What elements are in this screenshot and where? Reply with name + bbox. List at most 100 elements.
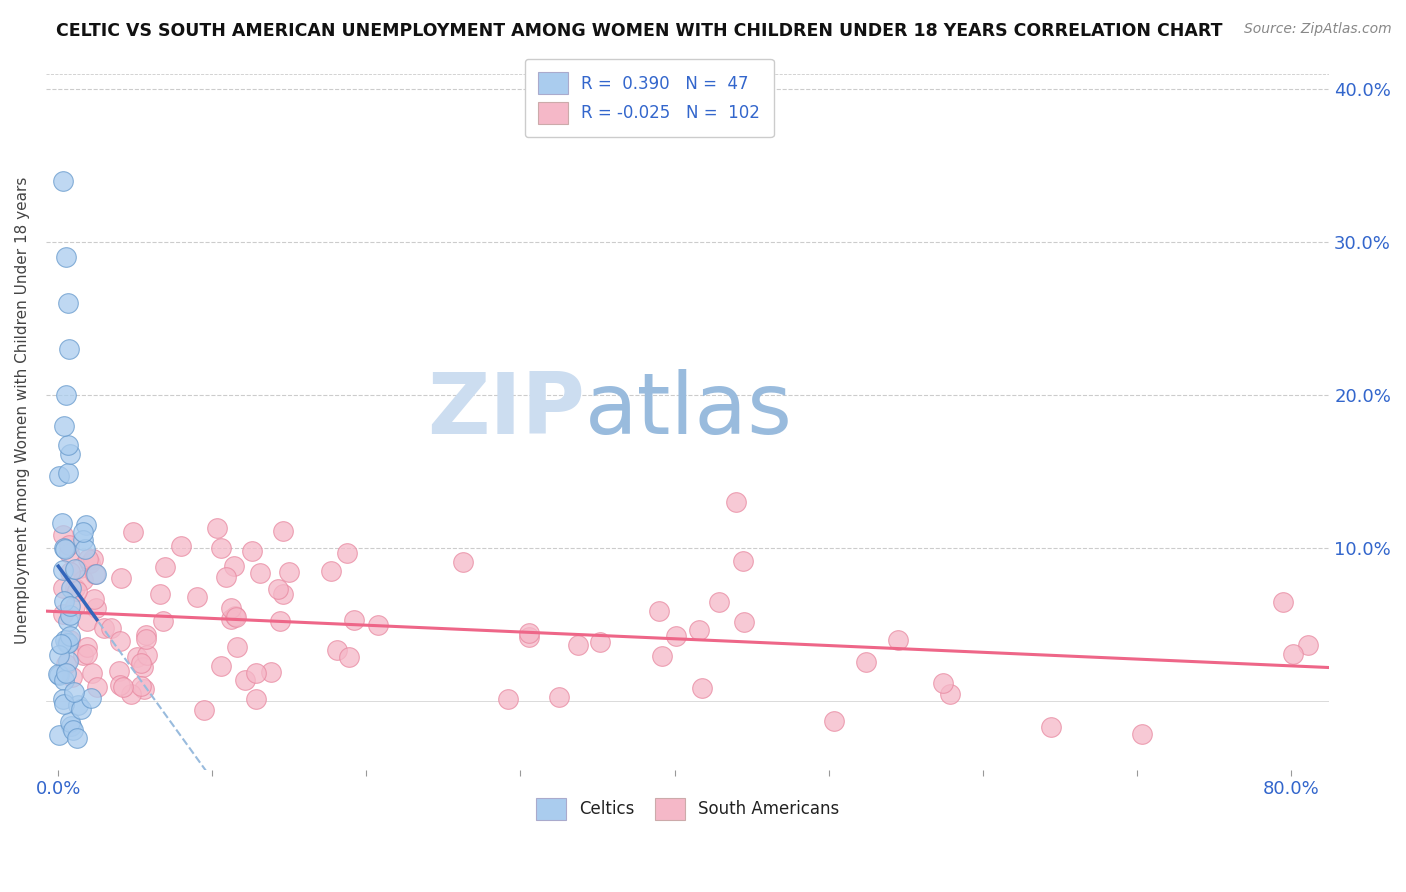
Point	[131, 657, 153, 671]
Point	[76, 615, 98, 629]
Point	[82, 552, 104, 566]
Point	[152, 614, 174, 628]
Point	[125, 649, 148, 664]
Point	[80, 691, 103, 706]
Point	[193, 703, 215, 717]
Point	[58, 438, 80, 452]
Point	[56, 296, 79, 310]
Point	[48, 668, 70, 682]
Point	[648, 604, 671, 618]
Point	[129, 679, 152, 693]
Point	[53, 541, 76, 556]
Point	[76, 640, 98, 654]
Point	[224, 559, 246, 574]
Text: Source: ZipAtlas.com: Source: ZipAtlas.com	[1244, 22, 1392, 37]
Point	[76, 648, 98, 662]
Point	[63, 562, 86, 576]
Point	[707, 595, 730, 609]
Point	[59, 599, 82, 614]
Point	[855, 655, 877, 669]
Point	[53, 594, 76, 608]
Point	[55, 657, 77, 672]
Point	[135, 632, 157, 647]
Point	[63, 581, 86, 595]
Point	[80, 665, 103, 680]
Point	[240, 544, 263, 558]
Point	[77, 551, 100, 566]
Point	[52, 563, 75, 577]
Point	[451, 555, 474, 569]
Point	[887, 632, 910, 647]
Point	[1130, 727, 1153, 741]
Point	[66, 583, 89, 598]
Point	[260, 665, 283, 679]
Point	[110, 678, 132, 692]
Point	[547, 690, 569, 705]
Point	[110, 571, 132, 585]
Point	[79, 556, 101, 570]
Point	[589, 635, 612, 649]
Point	[688, 623, 710, 637]
Point	[59, 581, 82, 595]
Point	[52, 692, 75, 706]
Point	[219, 612, 242, 626]
Point	[56, 655, 79, 669]
Point	[52, 607, 75, 621]
Point	[48, 648, 70, 662]
Point	[665, 630, 688, 644]
Point	[267, 582, 290, 597]
Point	[53, 541, 76, 556]
Point	[75, 542, 97, 557]
Point	[63, 599, 86, 614]
Point	[153, 559, 176, 574]
Point	[53, 633, 76, 648]
Point	[225, 609, 247, 624]
Text: ZIP: ZIP	[427, 368, 585, 452]
Point	[55, 388, 77, 402]
Point	[122, 525, 145, 540]
Point	[100, 621, 122, 635]
Point	[48, 728, 70, 742]
Point	[52, 174, 75, 188]
Point	[86, 601, 108, 615]
Point	[52, 528, 75, 542]
Point	[496, 691, 519, 706]
Point	[53, 673, 76, 687]
Point	[86, 680, 108, 694]
Point	[132, 681, 155, 696]
Point	[53, 697, 76, 711]
Point	[60, 670, 83, 684]
Point	[48, 667, 70, 681]
Point	[48, 469, 70, 483]
Point	[72, 573, 94, 587]
Point	[209, 541, 232, 555]
Point	[186, 590, 208, 604]
Point	[1272, 594, 1295, 608]
Point	[651, 649, 673, 664]
Point	[136, 648, 159, 662]
Point	[58, 466, 80, 480]
Point	[120, 687, 142, 701]
Point	[107, 664, 129, 678]
Y-axis label: Unemployment Among Women with Children Under 18 years: Unemployment Among Women with Children U…	[15, 177, 30, 644]
Point	[733, 615, 755, 629]
Point	[932, 675, 955, 690]
Point	[59, 446, 82, 460]
Point	[58, 342, 80, 356]
Point	[690, 681, 713, 696]
Point	[58, 633, 80, 648]
Point	[58, 546, 80, 560]
Point	[135, 627, 157, 641]
Point	[249, 566, 271, 580]
Point	[132, 659, 155, 673]
Text: CELTIC VS SOUTH AMERICAN UNEMPLOYMENT AMONG WOMEN WITH CHILDREN UNDER 18 YEARS C: CELTIC VS SOUTH AMERICAN UNEMPLOYMENT AM…	[56, 22, 1223, 40]
Point	[83, 592, 105, 607]
Point	[271, 587, 294, 601]
Point	[72, 525, 94, 540]
Point	[59, 565, 82, 579]
Point	[55, 250, 77, 264]
Point	[938, 687, 960, 701]
Point	[271, 524, 294, 538]
Legend: Celtics, South Americans: Celtics, South Americans	[529, 792, 846, 826]
Point	[75, 518, 97, 533]
